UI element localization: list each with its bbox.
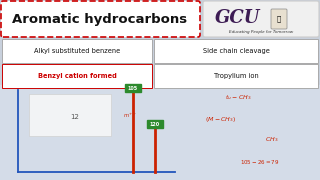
FancyBboxPatch shape xyxy=(2,64,152,88)
Text: Benzyl cation formed: Benzyl cation formed xyxy=(38,73,116,79)
Text: $(M-CH_3)$: $(M-CH_3)$ xyxy=(205,116,236,125)
Text: GCU: GCU xyxy=(215,9,261,27)
Text: 12: 12 xyxy=(71,114,79,120)
FancyBboxPatch shape xyxy=(1,1,200,37)
FancyBboxPatch shape xyxy=(2,39,152,63)
Text: Tropylium ion: Tropylium ion xyxy=(214,73,258,79)
FancyBboxPatch shape xyxy=(271,9,287,29)
FancyBboxPatch shape xyxy=(29,94,111,136)
FancyBboxPatch shape xyxy=(154,39,318,63)
Text: 105: 105 xyxy=(128,86,138,91)
Bar xyxy=(125,84,141,92)
Text: Alkyl substituted benzene: Alkyl substituted benzene xyxy=(34,48,120,54)
Text: 🛡: 🛡 xyxy=(277,16,281,22)
Text: 120: 120 xyxy=(150,122,160,127)
Text: Educating People for Tomorrow: Educating People for Tomorrow xyxy=(229,30,293,34)
Text: Side chain cleavage: Side chain cleavage xyxy=(203,48,269,54)
Text: $t_u-CH_3$: $t_u-CH_3$ xyxy=(225,94,252,102)
Text: Aromatic hydrocarbons: Aromatic hydrocarbons xyxy=(12,12,188,26)
FancyBboxPatch shape xyxy=(203,1,319,37)
FancyBboxPatch shape xyxy=(154,64,318,88)
Text: $105-26=79$: $105-26=79$ xyxy=(240,158,280,166)
Text: $m^{++}$: $m^{++}$ xyxy=(123,112,137,120)
Bar xyxy=(147,120,163,128)
Bar xyxy=(0,85,320,180)
Text: $CH_3$: $CH_3$ xyxy=(265,136,278,144)
